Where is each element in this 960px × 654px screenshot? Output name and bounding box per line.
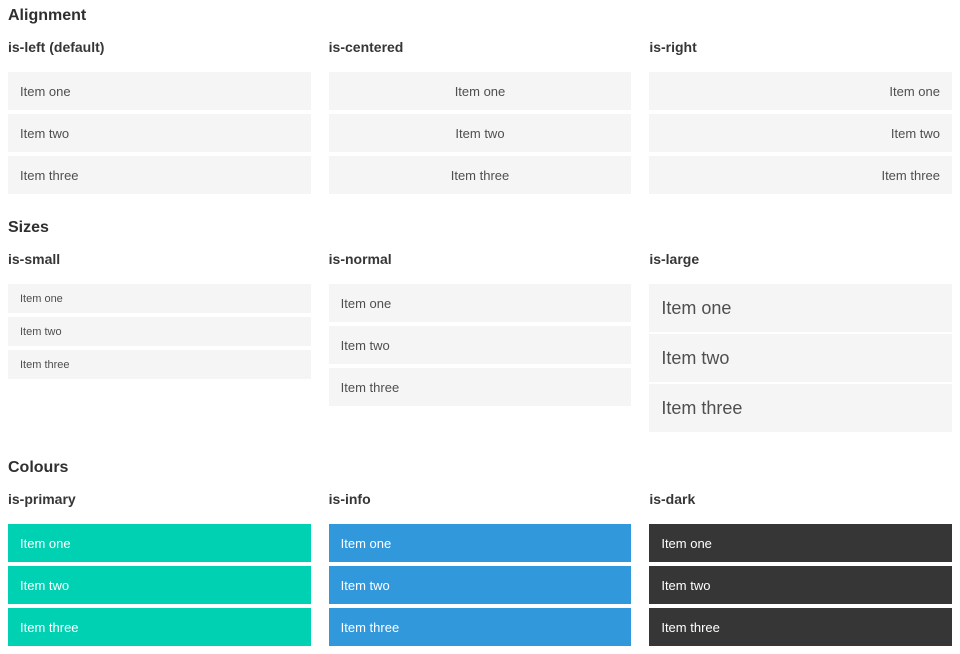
list-item[interactable]: Item three xyxy=(649,608,952,646)
list-is-info: Item one Item two Item three xyxy=(328,524,632,646)
list-item[interactable]: Item one xyxy=(8,524,311,562)
list-item[interactable]: Item two xyxy=(649,566,952,604)
list-item[interactable]: Item one xyxy=(649,524,952,562)
list-item[interactable]: Item one xyxy=(649,284,952,332)
variant-column-is-large: is-large Item one Item two Item three xyxy=(649,251,952,434)
variant-label: is-primary xyxy=(8,491,76,507)
colours-row: is-primary Item one Item two Item three … xyxy=(8,491,952,646)
list-item[interactable]: Item two xyxy=(649,334,952,382)
section-title: Alignment xyxy=(8,7,87,24)
list-item[interactable]: Item one xyxy=(8,284,311,313)
variant-column-is-dark: is-dark Item one Item two Item three xyxy=(649,491,952,646)
list-item[interactable]: Item one xyxy=(328,524,632,562)
list-is-left: Item one Item two Item three xyxy=(8,72,311,194)
variant-label: is-dark xyxy=(649,491,696,507)
list-item[interactable]: Item two xyxy=(8,566,311,604)
list-item[interactable]: Item one xyxy=(649,72,952,110)
list-item[interactable]: Item one xyxy=(8,72,311,110)
variant-label: is-large xyxy=(649,251,700,267)
section-alignment: Alignment is-left (default) Item one Ite… xyxy=(8,6,952,194)
list-item[interactable]: Item two xyxy=(8,114,311,152)
list-item[interactable]: Item three xyxy=(328,368,632,406)
variant-column-is-right: is-right Item one Item two Item three xyxy=(649,39,952,194)
variant-column-is-small: is-small Item one Item two Item three xyxy=(8,251,311,379)
list-item[interactable]: Item three xyxy=(328,608,632,646)
list-is-large: Item one Item two Item three xyxy=(649,284,952,432)
list-is-dark: Item one Item two Item three xyxy=(649,524,952,646)
variant-label: is-right xyxy=(649,39,697,55)
section-title: Sizes xyxy=(8,219,49,236)
section-colours: Colours is-primary Item one Item two Ite… xyxy=(8,458,952,646)
section-sizes: Sizes is-small Item one Item two Item th… xyxy=(8,218,952,434)
variant-label: is-normal xyxy=(328,251,392,267)
list-item[interactable]: Item three xyxy=(328,156,632,194)
variant-column-is-info: is-info Item one Item two Item three xyxy=(328,491,632,646)
variant-label: is-centered xyxy=(328,39,404,55)
sizes-row: is-small Item one Item two Item three is… xyxy=(8,251,952,434)
list-item[interactable]: Item two xyxy=(328,566,632,604)
variant-column-is-left: is-left (default) Item one Item two Item… xyxy=(8,39,311,194)
list-item[interactable]: Item three xyxy=(8,350,311,379)
list-is-small: Item one Item two Item three xyxy=(8,284,311,379)
list-is-primary: Item one Item two Item three xyxy=(8,524,311,646)
list-item[interactable]: Item three xyxy=(8,608,311,646)
list-item[interactable]: Item two xyxy=(649,114,952,152)
list-item[interactable]: Item one xyxy=(328,72,632,110)
list-item[interactable]: Item one xyxy=(328,284,632,322)
variant-column-is-primary: is-primary Item one Item two Item three xyxy=(8,491,311,646)
variant-column-is-centered: is-centered Item one Item two Item three xyxy=(328,39,632,194)
list-item[interactable]: Item three xyxy=(8,156,311,194)
list-item[interactable]: Item three xyxy=(649,156,952,194)
list-is-normal: Item one Item two Item three xyxy=(328,284,632,406)
list-is-right: Item one Item two Item three xyxy=(649,72,952,194)
alignment-row: is-left (default) Item one Item two Item… xyxy=(8,39,952,194)
list-item[interactable]: Item two xyxy=(328,114,632,152)
variant-label: is-small xyxy=(8,251,61,267)
list-item[interactable]: Item two xyxy=(8,317,311,346)
list-item[interactable]: Item three xyxy=(649,384,952,432)
variant-column-is-normal: is-normal Item one Item two Item three xyxy=(328,251,632,406)
variant-label: is-info xyxy=(328,491,371,507)
list-item[interactable]: Item two xyxy=(328,326,632,364)
variant-label: is-left (default) xyxy=(8,39,105,55)
section-title: Colours xyxy=(8,459,69,476)
list-is-centered: Item one Item two Item three xyxy=(328,72,632,194)
